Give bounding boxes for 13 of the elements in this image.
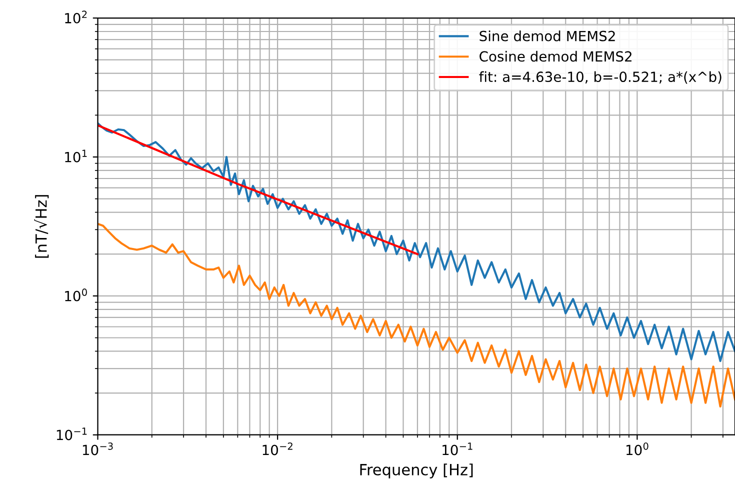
legend-label: fit: a=4.63e-10, b=-0.521; a*(x^b) [479,71,722,84]
x-tick-label: 10$^{−1}$ [442,442,472,456]
legend-label: Sine demod MEMS2 [480,30,615,42]
x-axis-title: Frequency [Hz] [360,464,473,478]
x-tick-label: 10$^{−2}$ [262,442,292,456]
x-tick-label: 10$^{−3}$ [82,442,113,456]
y-tick-label: 10$^{−1}$ [56,428,87,440]
y-tick-label: 10$^{1}$ [65,150,87,162]
y-tick-label: 10$^{2}$ [65,10,87,24]
y-tick-label: 10$^{0}$ [65,288,87,302]
x-tick-label: 10$^{0}$ [626,442,648,456]
y-axis-title: [nT/√Hz] [34,195,49,258]
legend-label: Cosine demod MEMS2 [480,50,632,62]
